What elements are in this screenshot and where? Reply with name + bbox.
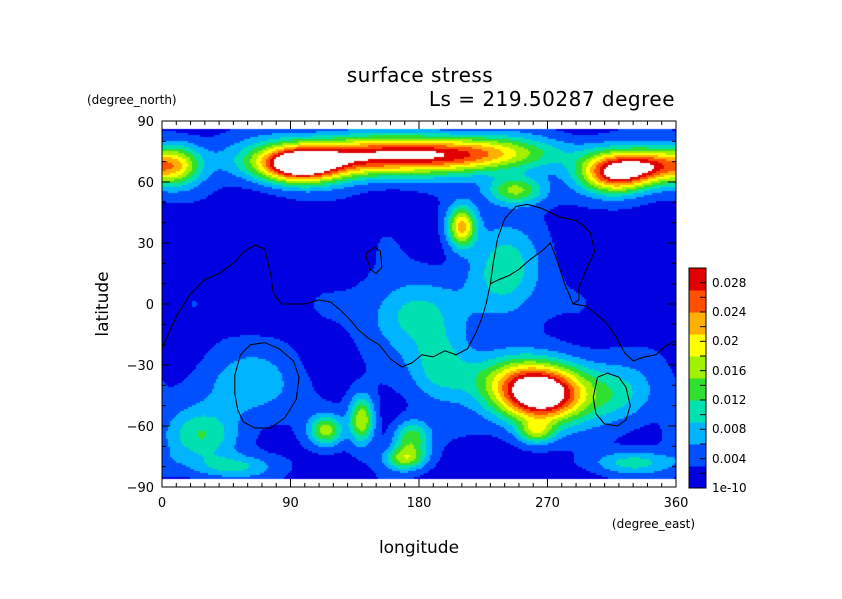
colorbar-label: 0.012 — [712, 393, 746, 407]
x-axis-unit: (degree_east) — [612, 517, 695, 531]
y-tick-label: −30 — [127, 359, 154, 374]
colorbar-label: 0.004 — [712, 452, 746, 466]
x-tick-label: 360 — [664, 496, 689, 511]
y-tick-label: −90 — [127, 481, 154, 496]
chart-title: surface stress — [347, 63, 493, 87]
colorbar-segment — [689, 356, 706, 379]
y-axis-label: latitude — [93, 271, 113, 336]
colorbar-label: 0.024 — [712, 305, 746, 319]
colorbar — [689, 268, 706, 489]
contour-lines — [162, 203, 676, 429]
heatmap-raster — [162, 121, 676, 487]
contour-line — [592, 372, 631, 427]
x-tick-label: 270 — [535, 496, 560, 511]
chart-subtitle: Ls = 219.50287 degree — [429, 87, 675, 111]
colorbar-segment — [689, 422, 706, 445]
colorbar-label: 0.016 — [712, 364, 746, 378]
y-tick-label: 30 — [137, 237, 154, 252]
x-tick-label: 180 — [407, 496, 432, 511]
heatmap-field — [162, 121, 676, 487]
y-tick-label: 0 — [146, 298, 154, 313]
y-tick-label: 60 — [137, 176, 154, 191]
contour-line — [234, 342, 300, 429]
colorbar-segment — [689, 334, 706, 357]
x-axis-label: longitude — [379, 538, 459, 558]
colorbar-label: 0.02 — [712, 334, 739, 348]
x-tick-label: 90 — [282, 496, 299, 511]
y-tick-label: 90 — [137, 115, 154, 130]
colorbar-segment — [689, 466, 706, 489]
colorbar-label: 0.028 — [712, 276, 746, 290]
colorbar-label: 1e-10 — [712, 481, 747, 495]
colorbar-label: 0.008 — [712, 422, 746, 436]
y-tick-label: −60 — [127, 420, 154, 435]
x-tick-label: 0 — [158, 496, 166, 511]
colorbar-segment — [689, 378, 706, 401]
colorbar-segment — [689, 312, 706, 335]
contour-line — [365, 246, 383, 275]
colorbar-frame — [688, 267, 707, 489]
colorbar-segment — [689, 444, 706, 467]
colorbar-segment — [689, 290, 706, 313]
contour-line — [162, 203, 596, 368]
colorbar-segment — [689, 268, 706, 291]
colorbar-segment — [689, 400, 706, 423]
contour-line — [573, 303, 676, 362]
axis-ticks — [161, 120, 677, 488]
y-axis-unit: (degree_north) — [87, 93, 177, 107]
